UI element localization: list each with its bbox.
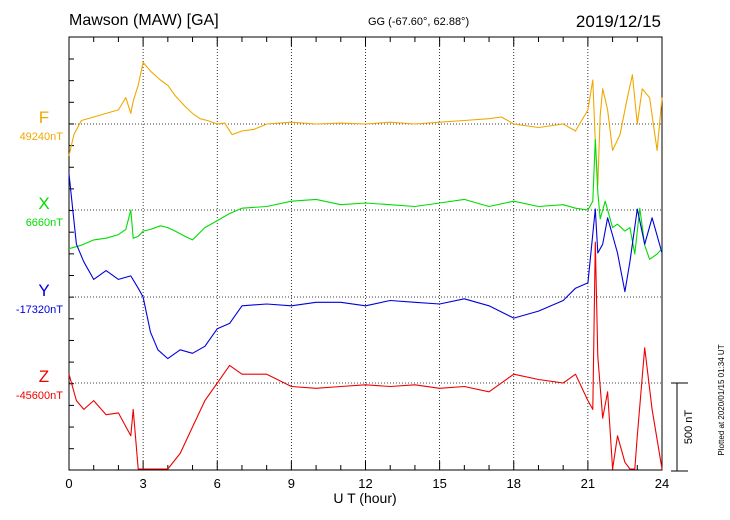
geographic-coordinates: GG (-67.60°, 62.88°) [368,16,470,28]
x-axis-label: U T (hour) [333,490,396,506]
x-tick-label: 6 [214,476,221,491]
plot-credit: Plotted at 2020/01/15 01:34 UT [717,344,726,455]
series-name-f: F [39,108,49,127]
x-tick-label: 18 [507,476,521,491]
x-tick-label: 12 [358,476,372,491]
scale-bar-label: 500 nT [683,410,695,445]
x-tick-label: 3 [140,476,147,491]
x-tick-label: 9 [288,476,295,491]
series-line-x [68,139,663,260]
x-tick-label: 24 [655,476,669,491]
series-line-y [68,173,663,360]
series-baseline-value-z: -45600nT [16,390,63,402]
x-tick-label: 0 [65,476,72,491]
series-line-z [68,241,663,470]
series-baseline-value-f: 49240nT [20,131,64,143]
series-name-x: X [38,194,49,213]
station-title: Mawson (MAW) [GA] [69,12,219,29]
series-name-z: Z [39,367,49,386]
x-tick-label: 21 [581,476,595,491]
series-name-y: Y [38,281,49,300]
series-baseline-value-x: 6660nT [26,217,64,229]
plot-date: 2019/12/15 [575,12,661,31]
series-baseline-value-y: -17320nT [16,304,63,316]
x-tick-label: 15 [432,476,446,491]
series-line-f [68,61,663,187]
